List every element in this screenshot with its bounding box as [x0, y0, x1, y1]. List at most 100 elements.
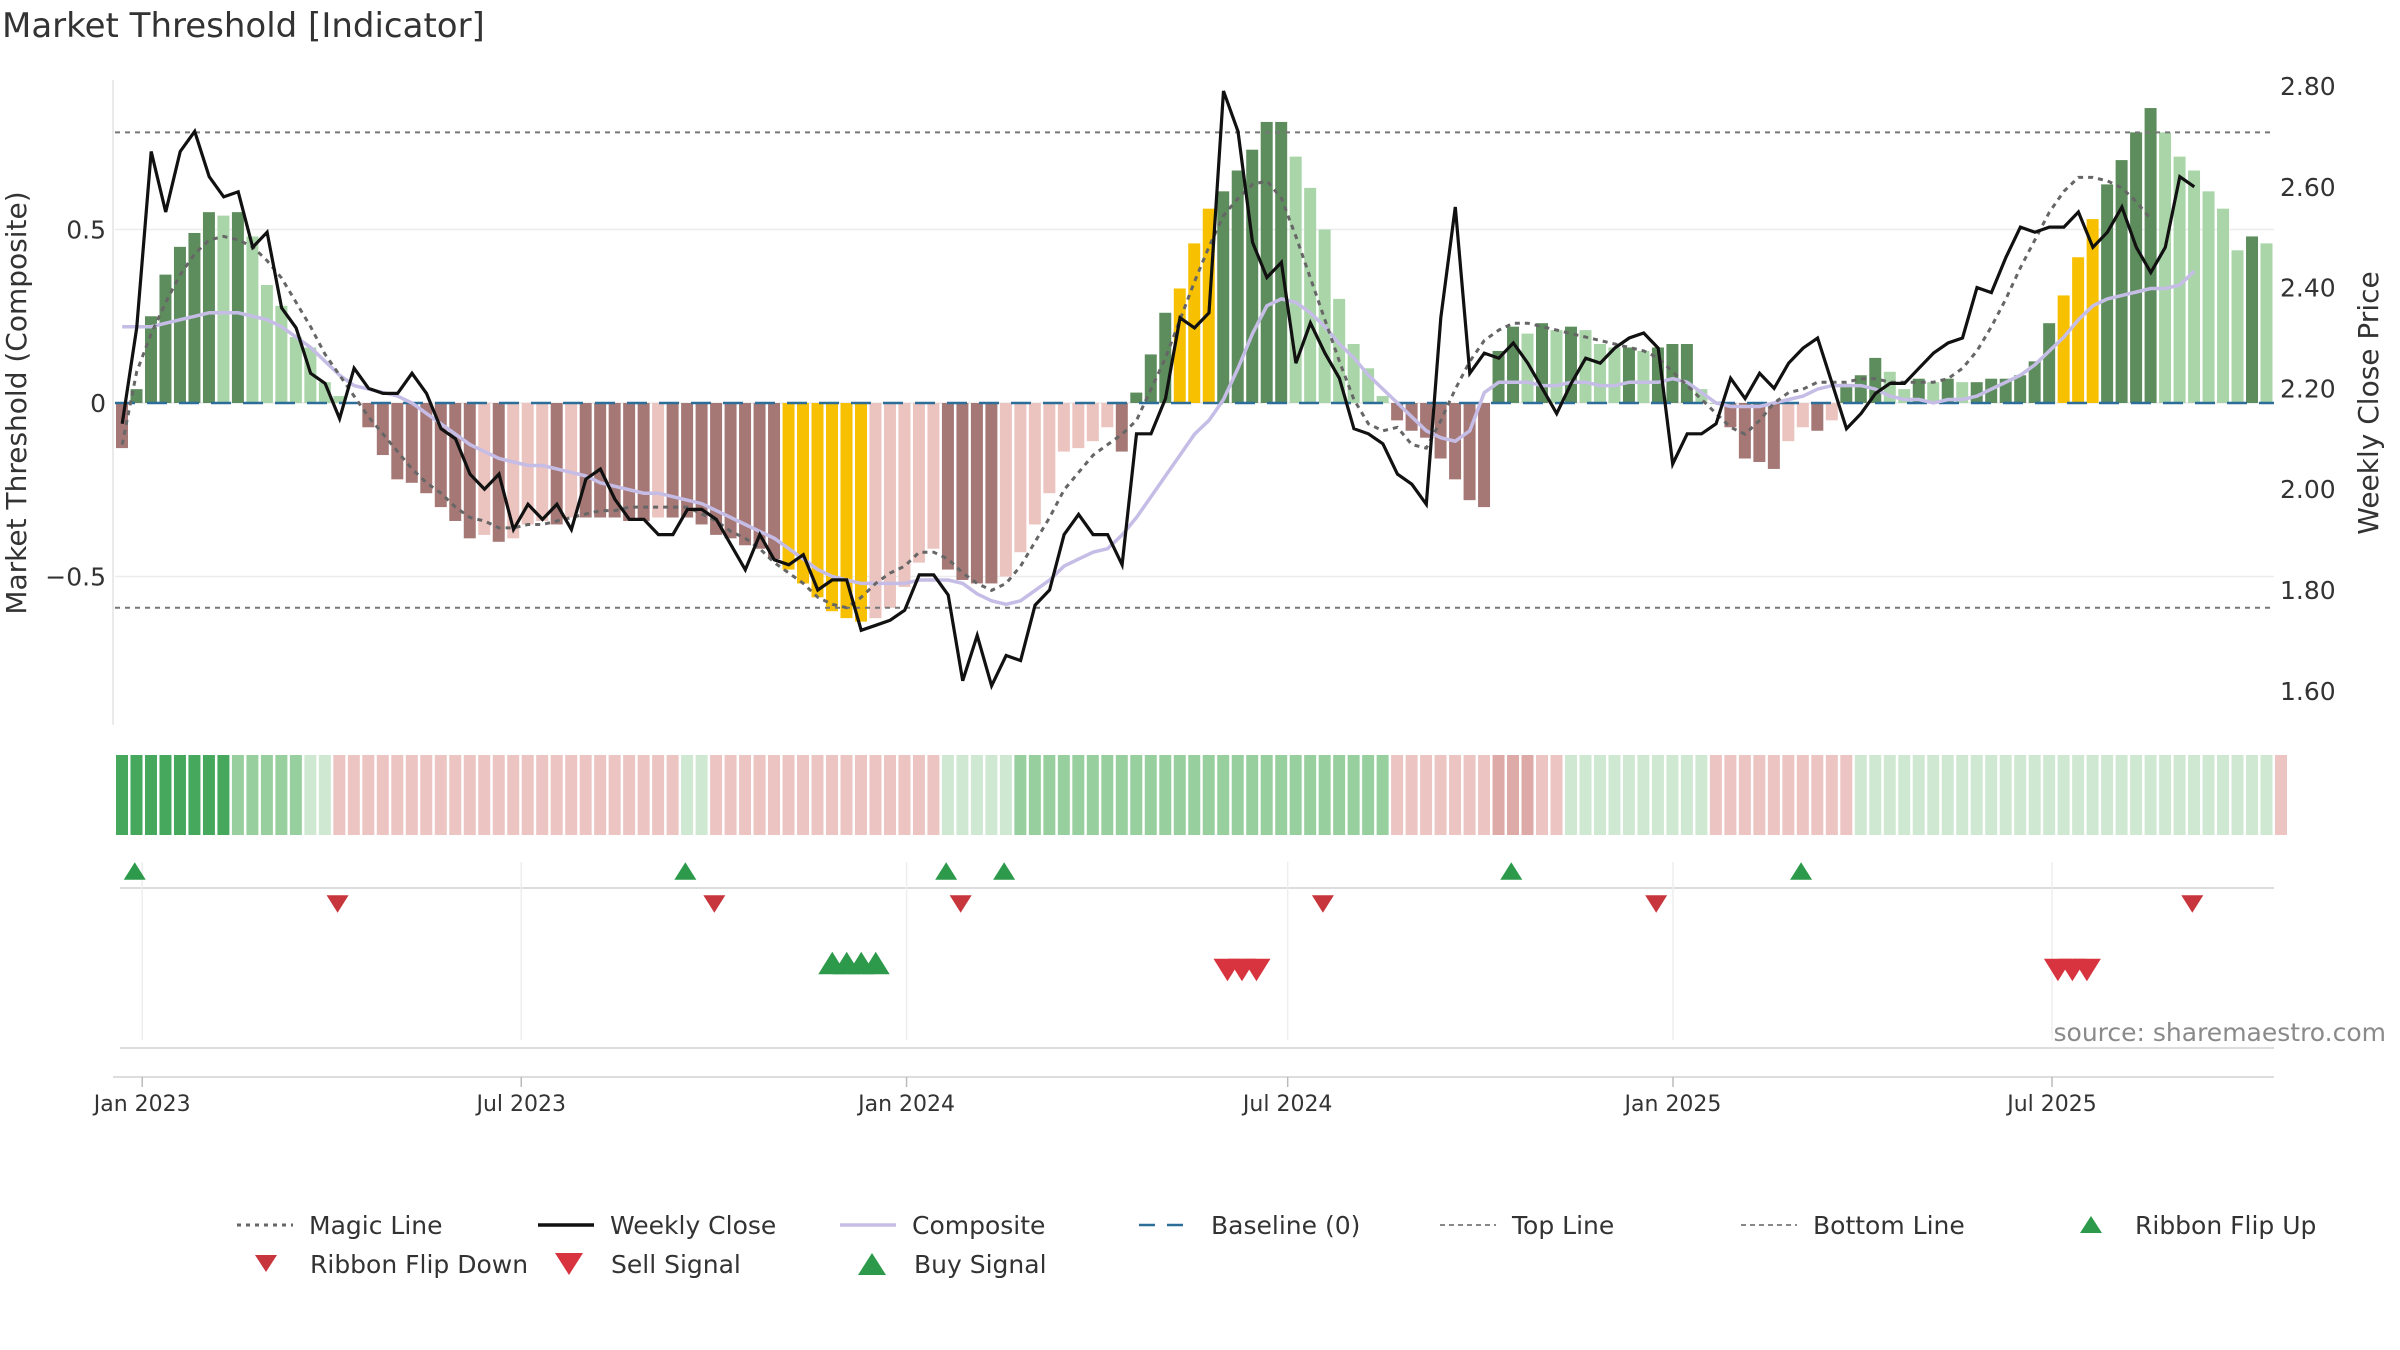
composite-bar	[2130, 132, 2143, 403]
composite-bar	[782, 403, 795, 570]
ribbon-cell	[188, 755, 201, 835]
ribbon-cell	[1796, 755, 1809, 835]
ribbon-cell	[2275, 755, 2287, 835]
source-credit: source: sharemaestro.com	[2053, 1018, 2387, 1047]
composite-bar	[681, 403, 694, 518]
composite-bar	[1622, 347, 1635, 403]
legend-label: Top Line	[1511, 1211, 1614, 1240]
ribbon-cell	[898, 755, 911, 835]
right-tick-label: 1.60	[2280, 677, 2336, 706]
right-axis-label: Weekly Close Price	[2352, 271, 2385, 534]
legend-label: Ribbon Flip Down	[310, 1250, 528, 1279]
ribbon-cell	[2101, 755, 2114, 835]
left-axis-label: Market Threshold (Composite)	[0, 191, 33, 614]
ribbon-cell	[1912, 755, 1925, 835]
ribbon-cell	[550, 755, 563, 835]
ribbon-cell	[927, 755, 940, 835]
ribbon-cell	[289, 755, 302, 835]
composite-bar	[623, 403, 636, 521]
composite-bar	[2159, 132, 2172, 403]
ribbon-cell	[1362, 755, 1375, 835]
ribbon-cell	[1579, 755, 1592, 835]
composite-bar	[2028, 361, 2041, 403]
ribbon-cell	[1970, 755, 1983, 835]
legend-item: Baseline (0)	[1139, 1211, 1360, 1240]
composite-bar	[536, 403, 549, 521]
composite-bar	[999, 403, 1012, 577]
ribbon-cell	[260, 755, 273, 835]
ribbon-cell	[1289, 755, 1302, 835]
composite-bar	[970, 403, 983, 584]
composite-bar	[1796, 403, 1809, 428]
ribbon-cell	[1680, 755, 1693, 835]
legend-label: Bottom Line	[1813, 1211, 1965, 1240]
ribbon-cell	[753, 755, 766, 835]
ribbon-cell	[1927, 755, 1940, 835]
legend-label: Baseline (0)	[1211, 1211, 1360, 1240]
ribbon-flip-down-marker	[703, 895, 726, 913]
ribbon-cell	[1854, 755, 1867, 835]
ribbon-cell	[521, 755, 534, 835]
ribbon-cell	[565, 755, 578, 835]
composite-bar	[202, 212, 215, 403]
sell-signal-marker	[1242, 958, 1271, 982]
composite-bar	[2188, 170, 2201, 403]
ribbon-cell	[1463, 755, 1476, 835]
ribbon-cell	[811, 755, 824, 835]
composite-bar	[2115, 160, 2128, 403]
composite-bar	[797, 403, 810, 584]
composite-bar	[1782, 403, 1795, 442]
composite-bar	[985, 403, 998, 584]
ribbon-cell	[681, 755, 694, 835]
magic-line	[120, 175, 2152, 610]
ribbon-cell	[2188, 755, 2201, 835]
legend-item: Buy Signal	[858, 1250, 1047, 1279]
composite-bar	[608, 403, 621, 518]
composite-bar	[1101, 403, 1114, 428]
legend-label: Ribbon Flip Up	[2135, 1211, 2316, 1240]
ribbon-cell	[666, 755, 679, 835]
composite-bar	[507, 403, 520, 539]
composite-bar	[2144, 108, 2157, 404]
composite-bar	[1593, 344, 1606, 403]
ribbon-cell	[116, 755, 128, 835]
composite-bar	[144, 316, 157, 403]
composite-bar	[2057, 295, 2070, 403]
ribbon-cell	[637, 755, 650, 835]
composite-bar	[2231, 250, 2244, 403]
ribbon-cell	[2057, 755, 2070, 835]
composite-bar	[362, 403, 375, 428]
ribbon-cell	[970, 755, 983, 835]
composite-bar	[1898, 389, 1911, 403]
ribbon-cell	[2231, 755, 2244, 835]
legend-swatch-flip-up	[2080, 1216, 2102, 1233]
ribbon-cell	[1536, 755, 1549, 835]
right-tick-label: 2.60	[2280, 173, 2336, 202]
composite-bar	[333, 396, 346, 403]
composite-bar	[1347, 344, 1360, 403]
composite-bar	[1057, 403, 1070, 452]
composite-bar	[1289, 156, 1302, 403]
ribbon-cell	[1985, 755, 1998, 835]
ribbon-cell	[1101, 755, 1114, 835]
ribbon-cell	[1188, 755, 1201, 835]
ribbon-cell	[883, 755, 896, 835]
left-tick-label: 0	[90, 389, 106, 418]
composite-bar	[1999, 378, 2012, 403]
composite-bar	[898, 403, 911, 587]
composite-bar	[768, 403, 781, 560]
ribbon-flip-down-marker	[326, 895, 349, 913]
composite-bar	[1869, 357, 1882, 403]
ribbon-cell	[492, 755, 505, 835]
composite-bar	[478, 403, 491, 535]
composite-bar	[869, 403, 882, 619]
ribbon-cell	[594, 755, 607, 835]
composite-bar	[695, 403, 708, 525]
ribbon-cell	[1869, 755, 1882, 835]
ribbon-cell	[1507, 755, 1520, 835]
ribbon-cell	[318, 755, 331, 835]
ribbon-cell	[2028, 755, 2041, 835]
ribbon-cell	[2173, 755, 2186, 835]
composite-bar	[1680, 344, 1693, 403]
